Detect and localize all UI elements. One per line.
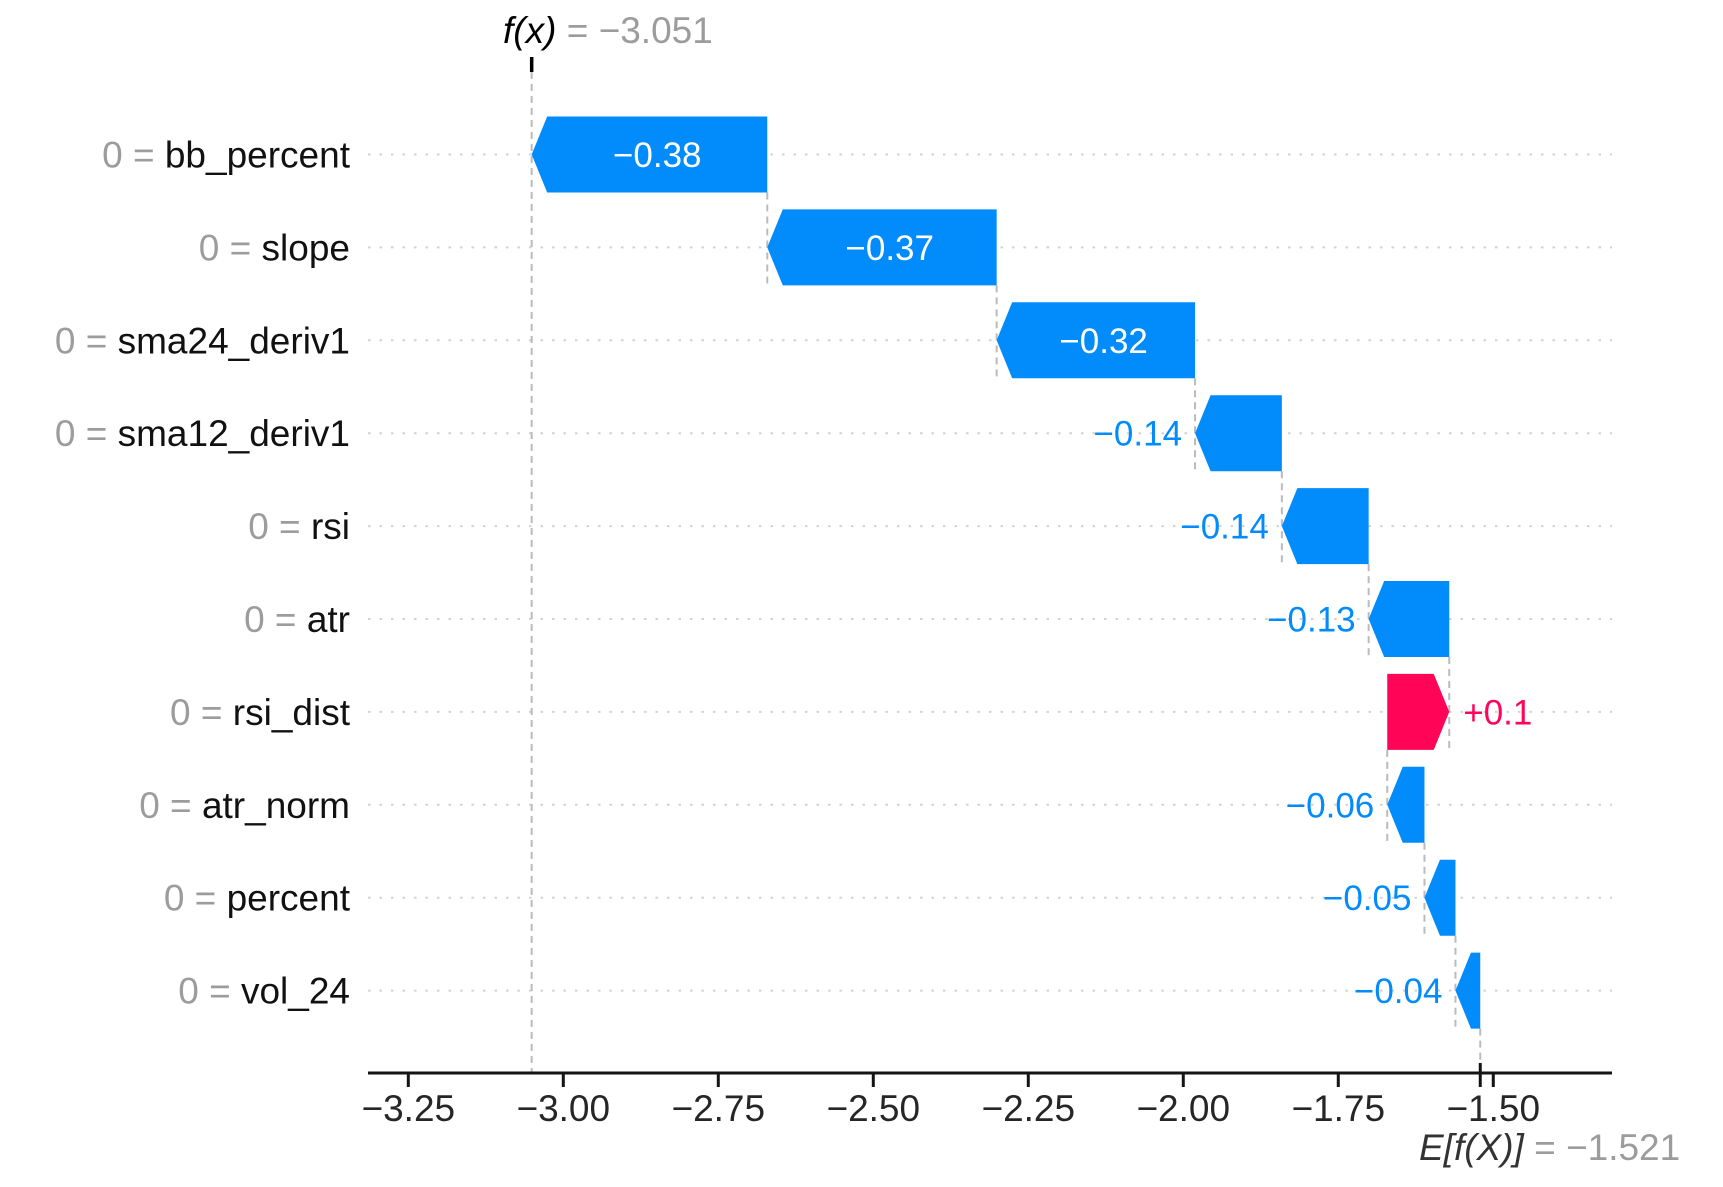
shap-bar-rsi xyxy=(1281,488,1369,565)
shap-bar-rsi_dist xyxy=(1387,673,1450,750)
feature-value-prefix: 0 = xyxy=(55,320,118,361)
x-tick-label: −2.25 xyxy=(981,1088,1075,1129)
feature-value-prefix: 0 = xyxy=(102,135,165,176)
shap-bar-bb_percent xyxy=(531,116,768,193)
shap-value-label: −0.05 xyxy=(1323,879,1412,918)
x-tick-label: −2.00 xyxy=(1136,1088,1230,1129)
feature-value-prefix: 0 = xyxy=(139,785,202,826)
shap-value-label: −0.37 xyxy=(845,229,934,268)
x-tick-label: −1.75 xyxy=(1291,1088,1385,1129)
feature-name: rsi xyxy=(311,506,350,547)
shap-value-label: −0.13 xyxy=(1267,601,1356,640)
shap-value-label: −0.04 xyxy=(1354,972,1443,1011)
feature-row-label: 0 = rsi xyxy=(248,506,350,547)
feature-row-label: 0 = bb_percent xyxy=(102,135,351,176)
x-tick-label: −2.50 xyxy=(826,1088,920,1129)
feature-row-label: 0 = rsi_dist xyxy=(170,692,351,733)
feature-row-label: 0 = atr_norm xyxy=(139,785,350,826)
fx-math-text: f(x) xyxy=(503,10,556,51)
feature-row-label: 0 = atr xyxy=(244,599,350,640)
shap-value-label: −0.14 xyxy=(1180,508,1269,547)
feature-name: percent xyxy=(227,878,351,919)
feature-name: rsi_dist xyxy=(233,692,351,733)
feature-row-label: 0 = sma12_deriv1 xyxy=(55,413,350,454)
efx-value-text: = −1.521 xyxy=(1524,1127,1680,1168)
feature-name: slope xyxy=(262,227,350,268)
expected-value-label: E[f(X)] = −1.521 xyxy=(1419,1127,1680,1168)
feature-row-label: 0 = slope xyxy=(199,227,350,268)
x-tick-label: −1.50 xyxy=(1446,1088,1540,1129)
feature-value-prefix: 0 = xyxy=(244,599,307,640)
x-tick-label: −2.75 xyxy=(671,1088,765,1129)
feature-name: vol_24 xyxy=(241,971,350,1012)
shap-bar-atr xyxy=(1368,581,1450,657)
x-tick-label: −3.00 xyxy=(516,1088,610,1129)
shap-bar-vol_24 xyxy=(1455,952,1481,1029)
feature-name: atr xyxy=(307,599,350,640)
x-tick-label: −3.25 xyxy=(361,1088,455,1129)
shap-bar-atr_norm xyxy=(1387,766,1425,843)
shap-value-label: +0.1 xyxy=(1463,693,1532,732)
feature-value-prefix: 0 = xyxy=(164,878,227,919)
feature-name: atr_norm xyxy=(202,785,350,826)
feature-name: bb_percent xyxy=(165,135,351,176)
feature-value-prefix: 0 = xyxy=(199,227,262,268)
fx-header-label: f(x) = −3.051 xyxy=(503,10,713,51)
feature-name: sma24_deriv1 xyxy=(118,320,350,361)
shap-value-label: −0.06 xyxy=(1286,786,1375,825)
shap-value-label: −0.14 xyxy=(1093,415,1182,454)
feature-row-label: 0 = percent xyxy=(164,878,351,919)
feature-name: sma12_deriv1 xyxy=(118,413,350,454)
shap-bar-sma12_deriv1 xyxy=(1195,395,1282,472)
feature-value-prefix: 0 = xyxy=(170,692,233,733)
shap-value-label: −0.32 xyxy=(1059,322,1148,361)
efx-math-text: E[f(X)] xyxy=(1419,1127,1525,1168)
feature-row-label: 0 = sma24_deriv1 xyxy=(55,320,350,361)
feature-value-prefix: 0 = xyxy=(248,506,311,547)
shap-bar-slope xyxy=(767,209,997,286)
shap-bar-percent xyxy=(1424,859,1456,936)
shap-value-label: −0.38 xyxy=(613,136,702,175)
feature-value-prefix: 0 = xyxy=(178,971,241,1012)
fx-value-text: = −3.051 xyxy=(556,10,712,51)
feature-value-prefix: 0 = xyxy=(55,413,118,454)
feature-row-label: 0 = vol_24 xyxy=(178,971,350,1012)
shap-bar-sma24_deriv1 xyxy=(996,302,1196,379)
